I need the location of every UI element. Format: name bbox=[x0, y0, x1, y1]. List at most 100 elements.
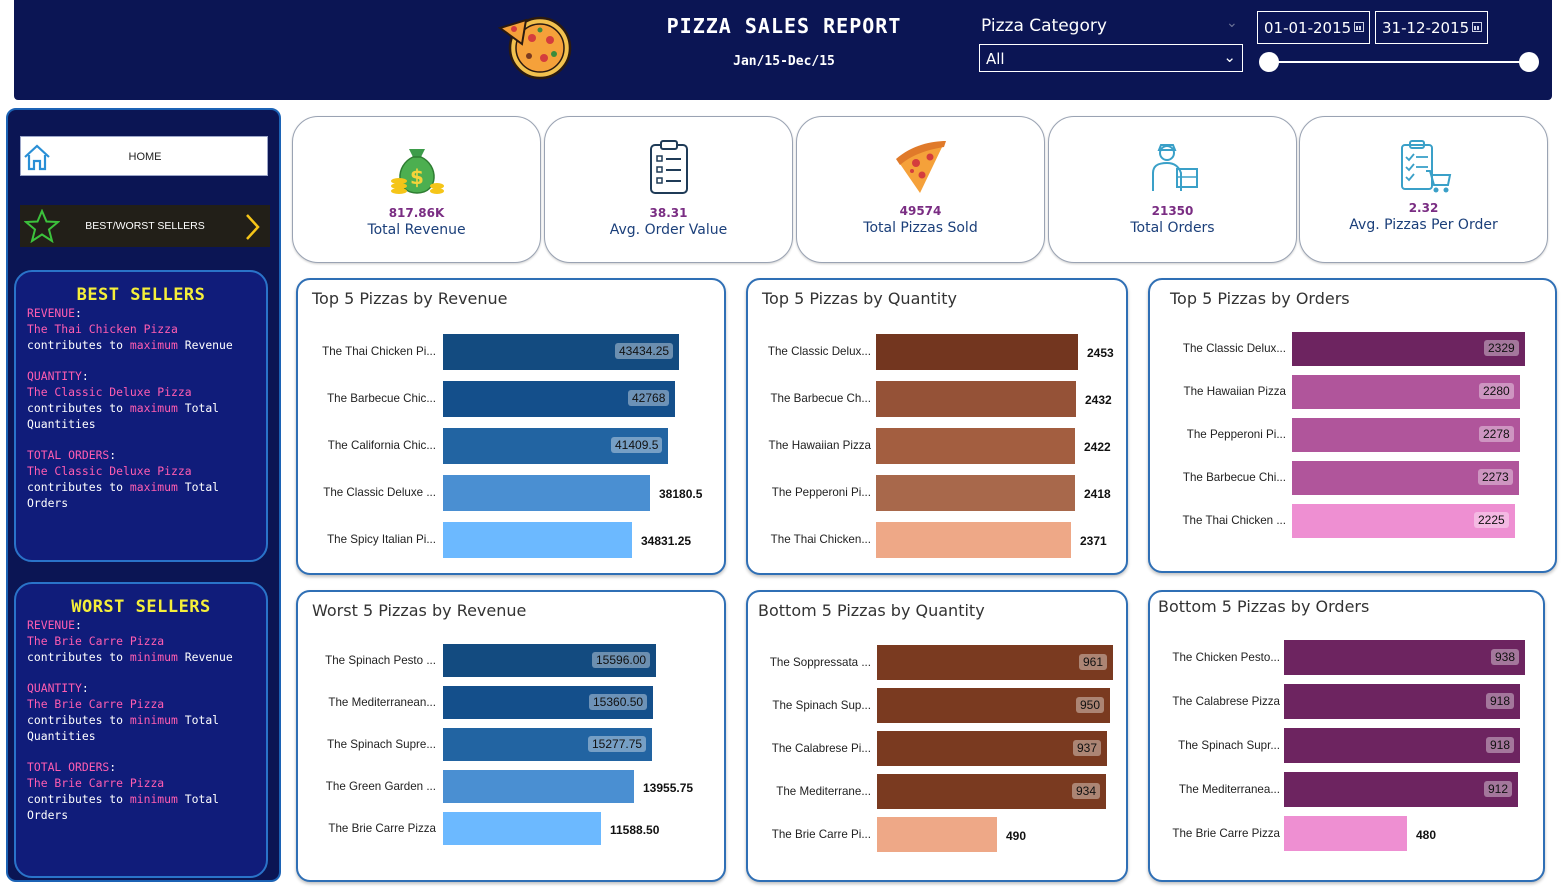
slider-end-handle[interactable] bbox=[1519, 52, 1539, 72]
bar-category-label: The Brie Carre Pizza bbox=[328, 821, 436, 835]
bar-value-label: 2432 bbox=[1085, 393, 1112, 407]
chart-bar[interactable] bbox=[1284, 772, 1518, 807]
bar-category-label: The Spicy Italian Pi... bbox=[327, 533, 436, 546]
bar-category-label: The Spinach Pesto ... bbox=[325, 653, 436, 667]
worst-revenue-pizza: The Brie Carre Pizza bbox=[27, 634, 165, 648]
chart-bar[interactable] bbox=[443, 334, 679, 370]
worst-revenue-chart: Worst 5 Pizzas by Revenue The Spinach Pe… bbox=[296, 590, 726, 882]
chart-bar[interactable] bbox=[1284, 728, 1520, 763]
chart-bar[interactable] bbox=[443, 770, 634, 803]
bar-value-label: 38180.5 bbox=[659, 487, 703, 501]
category-filter-label: Pizza Category bbox=[981, 16, 1107, 36]
clipboard-icon bbox=[649, 140, 688, 194]
kpi-card-avg-order-value: 38.31 Avg. Order Value bbox=[544, 116, 793, 263]
chart-bar[interactable] bbox=[443, 522, 632, 558]
chevron-down-icon[interactable]: ⌄ bbox=[1226, 14, 1238, 30]
chart-bar[interactable] bbox=[1284, 684, 1520, 719]
start-date-value: 01-01-2015 bbox=[1264, 19, 1352, 37]
kpi-value: 21350 bbox=[1151, 204, 1194, 218]
kpi-label: Avg. Pizzas Per Order bbox=[1349, 217, 1498, 233]
chart-bar[interactable] bbox=[1292, 375, 1520, 409]
bar-value-label: 2329 bbox=[1484, 340, 1519, 356]
best-sellers-card: BEST SELLERS REVENUE: The Thai Chicken P… bbox=[14, 270, 268, 562]
chart-bar[interactable] bbox=[443, 644, 656, 677]
bar-category-label: The Pepperoni Pi... bbox=[1186, 428, 1286, 441]
svg-text:$: $ bbox=[410, 165, 424, 189]
chart-bar[interactable] bbox=[1292, 461, 1519, 495]
bar-category-label: The Pepperoni Pi... bbox=[771, 486, 871, 499]
chart-bar[interactable] bbox=[1292, 504, 1515, 538]
bar-category-label: The Mediterrane... bbox=[776, 784, 871, 798]
category-dropdown[interactable]: All ⌄ bbox=[979, 44, 1243, 72]
header-bar: PIZZA SALES REPORT Jan/15-Dec/15 Pizza C… bbox=[14, 0, 1552, 100]
bar-value-label: 934 bbox=[1072, 782, 1101, 799]
worst-quantity-pizza: The Brie Carre Pizza bbox=[27, 697, 165, 711]
best-revenue-key: REVENUE bbox=[27, 306, 76, 320]
worst-revenue-key: REVENUE bbox=[27, 618, 76, 632]
category-dropdown-value: All bbox=[986, 50, 1005, 68]
bar-value-label: 11588.50 bbox=[610, 822, 660, 837]
bar-category-label: The Spinach Sup... bbox=[772, 698, 871, 712]
chart-bar[interactable] bbox=[1292, 418, 1520, 452]
chart-bar[interactable] bbox=[876, 381, 1076, 417]
chart-title: Worst 5 Pizzas by Revenue bbox=[312, 601, 527, 620]
kpi-value: 817.86K bbox=[388, 206, 445, 220]
slider-start-handle[interactable] bbox=[1259, 52, 1279, 72]
bar-value-label: 2225 bbox=[1474, 512, 1509, 528]
chart-bar[interactable] bbox=[877, 817, 997, 852]
best-orders-text-2: Orders bbox=[27, 496, 69, 510]
pizza-slice-icon bbox=[895, 141, 946, 193]
bar-value-label: 961 bbox=[1079, 653, 1108, 670]
bar-value-label: 2280 bbox=[1479, 383, 1514, 399]
chart-bar[interactable] bbox=[877, 645, 1113, 680]
chart-bar[interactable] bbox=[443, 475, 650, 511]
chart-bar[interactable] bbox=[876, 334, 1078, 370]
bar-category-label: The Soppressata ... bbox=[769, 655, 871, 669]
bar-value-label: 41409.5 bbox=[611, 437, 663, 453]
bottom-quantity-chart: Bottom 5 Pizzas by Quantity The Soppress… bbox=[746, 590, 1128, 882]
bar-value-label: 950 bbox=[1076, 696, 1105, 713]
chart-bar[interactable] bbox=[443, 728, 652, 761]
chevron-down-icon: ⌄ bbox=[1223, 48, 1236, 66]
chart-bar[interactable] bbox=[1292, 332, 1525, 366]
bar-category-label: The Mediterranean... bbox=[328, 695, 436, 709]
kpi-card-total-pizzas-sold: 49574 Total Pizzas Sold bbox=[796, 116, 1045, 263]
chart-bar[interactable] bbox=[877, 774, 1106, 809]
kpi-card-total-revenue: $ 817.86K Total Revenue bbox=[292, 116, 541, 263]
calendar-icon[interactable] bbox=[1472, 22, 1482, 32]
chart-bar[interactable] bbox=[876, 522, 1071, 558]
chart-bar[interactable] bbox=[443, 381, 675, 417]
worst-orders-text: contributes to minimum Total bbox=[27, 792, 220, 806]
worst-quantity-text: contributes to minimum Total bbox=[27, 713, 220, 727]
bar-category-label: The Classic Delux... bbox=[767, 345, 871, 358]
best-worst-nav-button[interactable]: BEST/WORST SELLERS bbox=[20, 205, 270, 247]
bar-category-label: The Barbecue Chic... bbox=[327, 392, 436, 405]
bar-category-label: The Mediterranea... bbox=[1178, 782, 1280, 796]
start-date-input[interactable]: 01-01-2015 bbox=[1257, 11, 1370, 44]
chart-bar[interactable] bbox=[877, 688, 1110, 723]
chart-bar[interactable] bbox=[1284, 816, 1407, 851]
chart-bar[interactable] bbox=[877, 731, 1107, 766]
bar-value-label: 2371 bbox=[1080, 534, 1107, 548]
chart-bar[interactable] bbox=[876, 428, 1075, 464]
bar-value-label: 918 bbox=[1486, 736, 1515, 753]
chart-bar[interactable] bbox=[876, 475, 1075, 511]
worst-sellers-title: WORST SELLERS bbox=[71, 597, 211, 617]
chart-title: Top 5 Pizzas by Orders bbox=[1170, 289, 1350, 308]
chart-bar[interactable] bbox=[443, 428, 668, 464]
bar-value-label: 490 bbox=[1006, 828, 1027, 843]
bar-value-label: 480 bbox=[1416, 827, 1437, 842]
chart-bar[interactable] bbox=[443, 812, 601, 845]
chart-bar[interactable] bbox=[1284, 640, 1525, 675]
home-nav-button[interactable]: HOME bbox=[20, 136, 268, 176]
worst-quantity-key: QUANTITY bbox=[27, 681, 82, 695]
bar-category-label: The Thai Chicken... bbox=[770, 533, 871, 546]
date-range-slider[interactable] bbox=[1270, 61, 1530, 63]
bar-value-label: 937 bbox=[1073, 739, 1102, 756]
chart-bar[interactable] bbox=[443, 686, 653, 719]
end-date-input[interactable]: 31-12-2015 bbox=[1375, 11, 1488, 44]
bar-category-label: The Spinach Supre... bbox=[327, 737, 436, 751]
calendar-icon[interactable] bbox=[1354, 22, 1364, 32]
kpi-value: 2.32 bbox=[1408, 201, 1439, 215]
bar-value-label: 42768 bbox=[628, 390, 670, 406]
